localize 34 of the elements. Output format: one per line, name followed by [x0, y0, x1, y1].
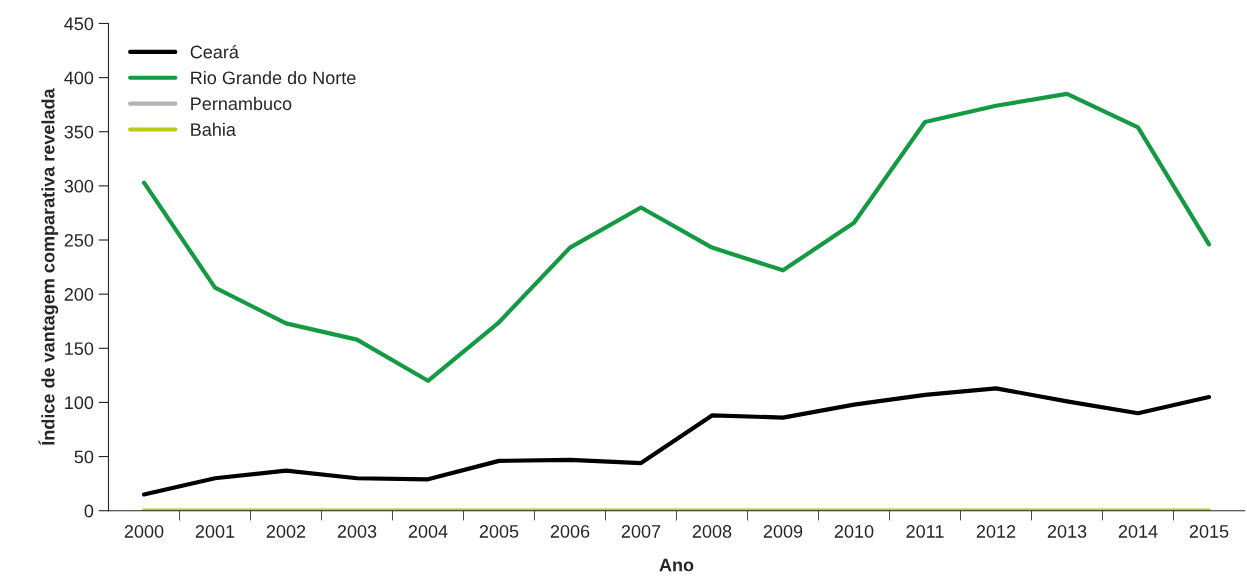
x-tick-label: 2009 [763, 525, 803, 538]
y-tick-label: 200 [64, 288, 94, 301]
x-tick-label: 2008 [692, 525, 732, 538]
y-tick-label: 50 [74, 450, 94, 464]
legend-label: Rio Grande do Norte [191, 71, 356, 85]
x-tick-label: 2000 [124, 525, 164, 538]
y-tick-label: 100 [65, 396, 94, 410]
y-tick-label: 0 [84, 504, 94, 518]
x-tick-label: 2014 [1118, 525, 1158, 538]
x-tick-label: 2003 [337, 525, 377, 538]
x-tick-label: 2002 [266, 525, 306, 538]
y-axis-title: Índice de vantagem comparativa revelada [38, 88, 59, 445]
x-axis-title: Ano [659, 558, 694, 572]
y-tick-label: 350 [64, 125, 94, 139]
y-tick-label: 250 [64, 233, 94, 247]
legend-label: Bahia [191, 122, 236, 136]
x-tick-label: 2010 [834, 525, 874, 538]
x-tick-label: 2012 [976, 525, 1016, 538]
y-tick-label: 450 [64, 17, 94, 31]
x-tick-label: 2013 [1047, 525, 1087, 538]
x-tick-label: 2001 [195, 525, 235, 538]
x-tick-label: 2004 [408, 525, 448, 538]
y-tick-label: 150 [65, 342, 94, 356]
line-series [141, 386, 1212, 497]
x-tick-label: 2006 [550, 525, 590, 538]
legend-label: Pernambuco [191, 96, 292, 111]
line-series [141, 91, 1212, 383]
x-tick-label: 2015 [1189, 525, 1229, 538]
y-tick-label: 400 [64, 71, 94, 85]
legend-label: Ceará [190, 44, 239, 59]
y-tick-label: 300 [64, 179, 94, 193]
x-tick-label: 2007 [621, 525, 661, 538]
x-tick-label: 2011 [906, 525, 944, 538]
x-tick-label: 2005 [479, 525, 519, 538]
